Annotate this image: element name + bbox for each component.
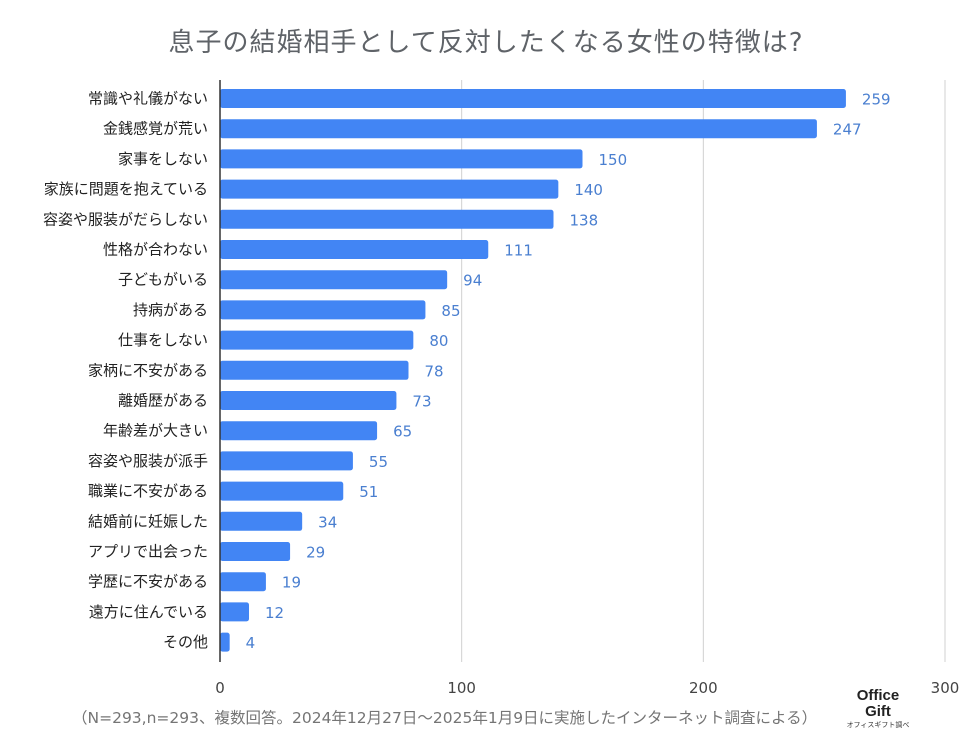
bar xyxy=(220,300,426,320)
data-label: 247 xyxy=(833,121,862,139)
bar xyxy=(220,391,397,410)
category-label: 家事をしない xyxy=(118,150,208,168)
data-label: 29 xyxy=(306,544,325,562)
bar xyxy=(220,240,489,259)
category-label: 容姿や服装がだらしない xyxy=(43,210,208,228)
bar xyxy=(220,119,817,139)
category-label: 仕事をしない xyxy=(118,331,208,349)
bar xyxy=(220,451,353,471)
category-label: 持病がある xyxy=(133,301,208,319)
category-label: アプリで出会った xyxy=(88,543,208,561)
logo-line-2: Gift xyxy=(865,703,891,720)
category-label: 容姿や服装が派手 xyxy=(88,452,208,470)
bar xyxy=(220,179,559,199)
bar xyxy=(220,511,303,531)
data-label: 4 xyxy=(246,634,256,652)
x-tick-label: 100 xyxy=(447,679,476,697)
category-label: 性格が合わない xyxy=(103,241,208,259)
bar xyxy=(220,270,448,290)
category-label: その他 xyxy=(163,633,208,651)
category-label: 家柄に不安がある xyxy=(88,361,208,379)
category-label: 遠方に住んでいる xyxy=(89,603,208,621)
data-label: 78 xyxy=(425,362,444,380)
data-label: 34 xyxy=(318,513,337,531)
data-label: 65 xyxy=(393,423,412,441)
bar xyxy=(220,481,344,501)
data-label: 94 xyxy=(463,272,482,290)
logo-line-1: Office xyxy=(856,687,900,704)
office-gift-logo: Office Gift オフィスギフト調べ xyxy=(843,688,913,729)
category-label: 離婚歴がある xyxy=(118,392,208,410)
data-label: 138 xyxy=(570,211,599,229)
bar xyxy=(220,89,846,108)
logo-caption: オフィスギフト調べ xyxy=(846,722,910,729)
chart-title: 息子の結婚相手として反対したくなる女性の特徴は? xyxy=(168,28,804,58)
category-label: 結婚前に妊娠した xyxy=(88,512,208,530)
category-label: 職業に不安がある xyxy=(88,482,208,500)
bar xyxy=(220,602,249,622)
bar xyxy=(220,542,291,561)
category-label: 金銭感覚が荒い xyxy=(103,120,208,138)
bar xyxy=(220,149,583,169)
bar xyxy=(220,421,378,441)
data-label: 150 xyxy=(599,151,628,169)
data-label: 85 xyxy=(441,302,460,320)
data-label: 51 xyxy=(359,483,378,501)
x-tick-label: 200 xyxy=(689,679,718,697)
bar xyxy=(220,209,554,229)
x-tick-label: 0 xyxy=(215,679,225,697)
bar xyxy=(220,360,409,380)
category-label: 年齢差が大きい xyxy=(103,422,208,440)
bar xyxy=(220,632,230,652)
category-label: 家族に問題を抱えている xyxy=(44,180,208,198)
x-tick-label: 300 xyxy=(931,679,960,697)
bar xyxy=(220,572,266,592)
data-label: 55 xyxy=(369,453,388,471)
footnote: （N=293,n=293、複数回答。2024年12月27日〜2025年1月9日に… xyxy=(72,709,818,727)
category-label: 常識や礼儀がない xyxy=(88,90,208,108)
bar xyxy=(220,330,414,350)
category-label: 子どもがいる xyxy=(118,271,208,289)
data-label: 80 xyxy=(429,332,448,350)
data-label: 140 xyxy=(574,181,603,199)
data-label: 12 xyxy=(265,604,284,622)
data-label: 259 xyxy=(862,91,891,109)
data-label: 111 xyxy=(504,242,533,260)
data-label: 73 xyxy=(412,393,431,411)
category-label: 学歴に不安がある xyxy=(88,573,208,591)
data-label: 19 xyxy=(282,574,301,592)
